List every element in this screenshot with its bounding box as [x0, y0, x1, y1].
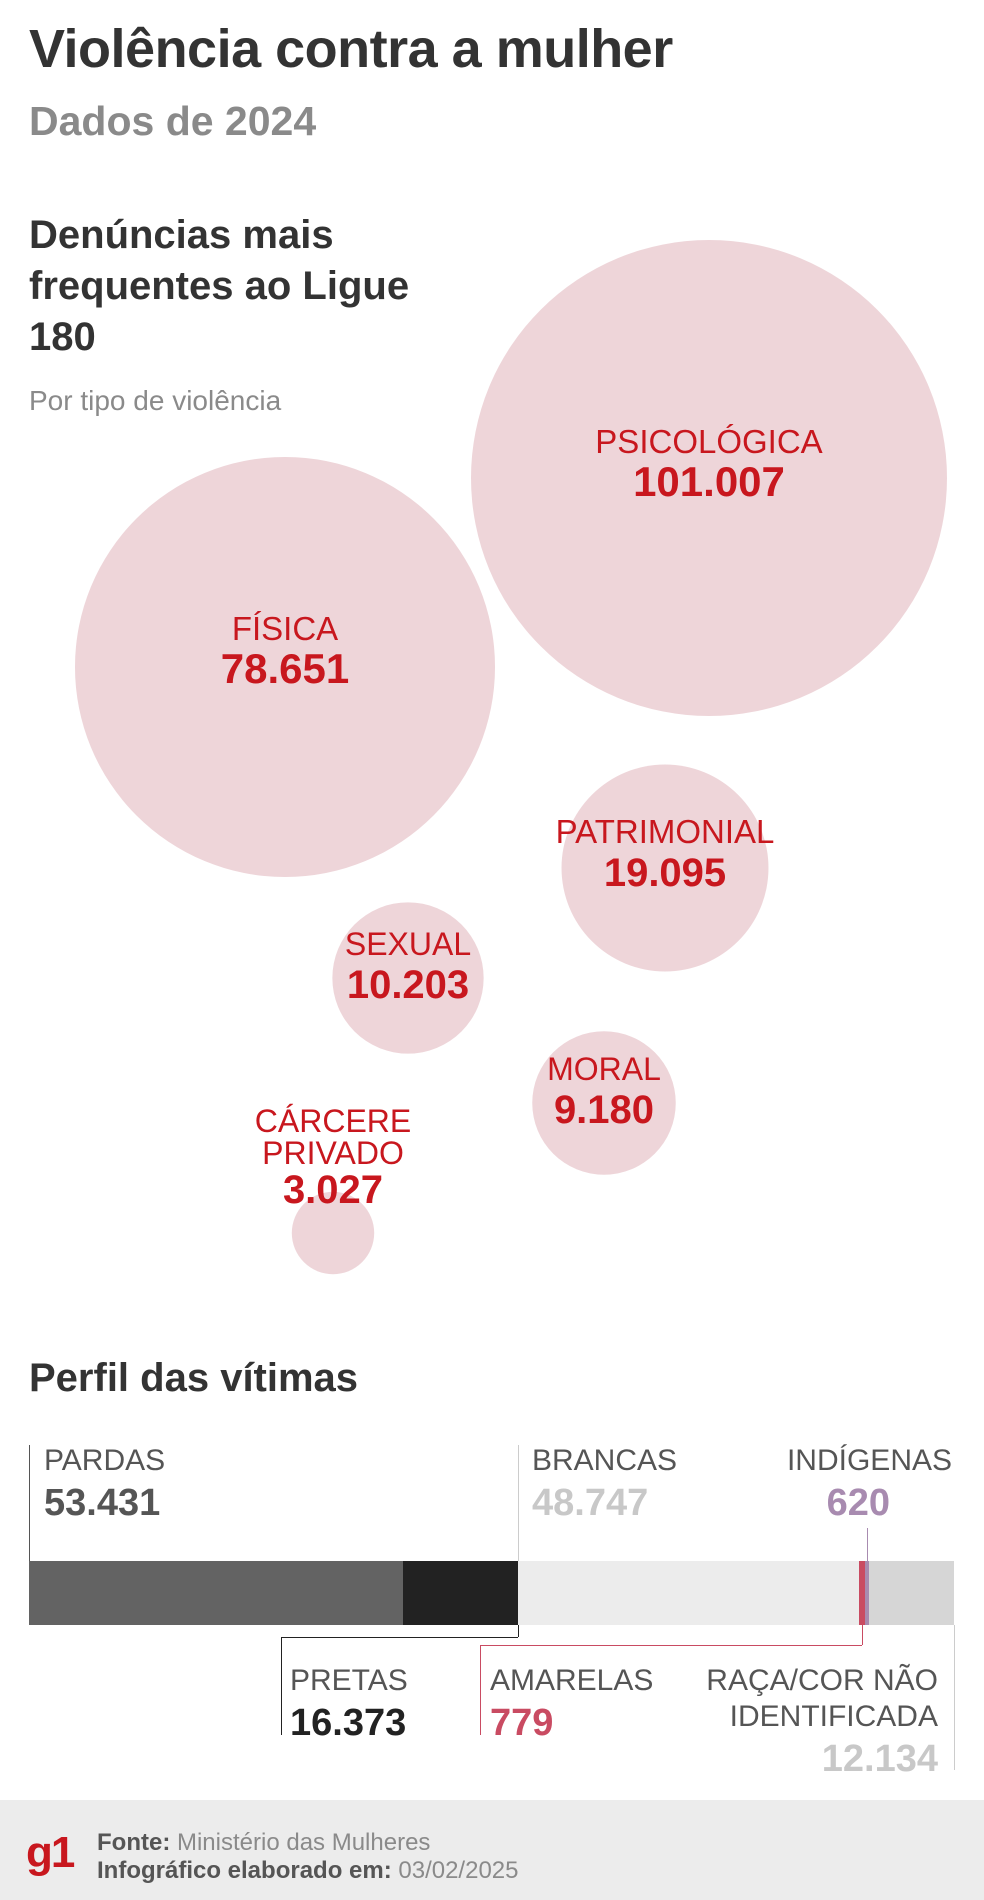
- section-subtitle-tipo: Por tipo de violência: [29, 385, 282, 416]
- bubble-psicologica: [471, 240, 947, 716]
- bar-segment-pretas: [403, 1561, 518, 1625]
- bar-value-amarelas: 779: [490, 1702, 554, 1744]
- g1-logo: g1: [26, 1828, 75, 1877]
- bar-label-raca-cor-nao-identificada-2: IDENTIFICADA: [729, 1700, 938, 1733]
- bar-label-brancas: BRANCAS: [532, 1444, 678, 1477]
- bubble-patrimonial: [561, 764, 769, 972]
- connector-raca-cor-nao-identificada: [954, 1625, 955, 1770]
- date-value: 03/02/2025: [398, 1857, 519, 1884]
- bar-label-indigenas: INDÍGENAS: [786, 1444, 952, 1477]
- bubble-label-patrimonial: PATRIMONIAL: [556, 813, 775, 850]
- bubble-value-patrimonial: 19.095: [604, 851, 726, 895]
- bubble-label-carcere-privado-2: PRIVADO: [262, 1135, 404, 1171]
- bubble-label-carcere-privado-1: CÁRCERE: [255, 1103, 411, 1139]
- bubble-carcere-privado: [291, 1191, 375, 1275]
- bubble-moral: [532, 1031, 676, 1175]
- connector-pardas: [29, 1445, 30, 1561]
- bubble-value-moral: 9.180: [554, 1088, 654, 1132]
- date-line: Infográfico elaborado em: 03/02/2025: [97, 1857, 519, 1885]
- source-value: Ministério das Mulheres: [176, 1829, 431, 1856]
- page-subtitle: Dados de 2024: [29, 98, 317, 144]
- bubble-value-fisica: 78.651: [221, 645, 349, 692]
- bar-segment-pardas: [29, 1561, 404, 1625]
- bubble-sexual: [332, 902, 484, 1054]
- bar-label-amarelas: AMARELAS: [490, 1664, 654, 1697]
- connector-pretas-a: [517, 1625, 519, 1637]
- bar-label-raca-cor-nao-identificada: RAÇA/COR NÃO: [706, 1664, 938, 1697]
- bubble-label-psicologica: PSICOLÓGICA: [595, 423, 822, 460]
- bar-value-raca-cor-nao-identificada: 12.134: [821, 1738, 938, 1780]
- footer: [0, 1800, 984, 1900]
- connector-brancas: [517, 1445, 519, 1561]
- bar-segment-indigenas: [864, 1561, 869, 1625]
- connector-amarelas-a: [861, 1625, 863, 1645]
- bar-value-indigenas: 620: [826, 1482, 890, 1524]
- date-label: Infográfico elaborado em:: [97, 1857, 392, 1884]
- bar-value-brancas: 48.747: [532, 1482, 649, 1524]
- bubble-value-sexual: 10.203: [347, 963, 469, 1007]
- bar-segment-amarelas: [859, 1561, 865, 1625]
- page-title: Violência contra a mulher: [29, 19, 673, 79]
- source-label: Fonte:: [97, 1829, 171, 1856]
- bubble-label-moral: MORAL: [547, 1051, 661, 1087]
- source-line: Fonte: Ministério das Mulheres: [97, 1829, 430, 1857]
- bar-segment-raca-cor-nao-identificada: [869, 1561, 954, 1625]
- bar-value-pretas: 16.373: [290, 1702, 407, 1744]
- bubble-label-fisica: FÍSICA: [232, 610, 338, 647]
- connector-pretas-c: [281, 1637, 282, 1735]
- bubble-value-psicologica: 101.007: [633, 458, 785, 505]
- connector-amarelas-b: [480, 1645, 862, 1646]
- connector-amarelas-c: [480, 1645, 481, 1735]
- bar-label-pardas: PARDAS: [44, 1444, 166, 1477]
- connector-indigenas: [866, 1528, 868, 1625]
- bubble-fisica: [74, 456, 496, 878]
- bar-segment-brancas: [517, 1561, 860, 1625]
- bar-label-pretas: PRETAS: [290, 1664, 408, 1697]
- section-title-denuncias: Denúncias mais frequentes ao Ligue 180: [29, 213, 410, 359]
- stacked-bar-chart: PARDAS 53.431 PRETAS 16.373 BRANCAS 48.747 AMA…: [29, 1444, 955, 1780]
- connector-pretas-b: [281, 1637, 518, 1638]
- bubble-value-carcere-privado: 3.027: [283, 1168, 383, 1212]
- bubble-label-sexual: SEXUAL: [345, 926, 471, 962]
- bar-value-pardas: 53.431: [44, 1482, 161, 1524]
- section-title-perfil: Perfil das vítimas: [29, 1356, 359, 1400]
